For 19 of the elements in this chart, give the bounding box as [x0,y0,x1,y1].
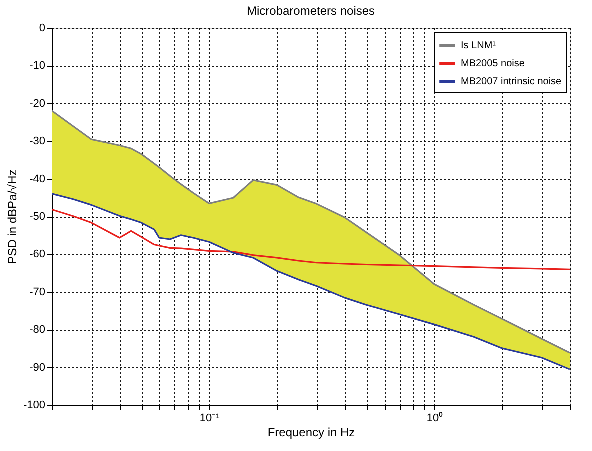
y-tick-label: -30 [30,136,46,148]
y-tick-label: -40 [30,173,46,186]
legend-label: Is LNM¹ [461,40,497,52]
y-tick-label: -100 [23,400,46,412]
y-tick-label: -90 [30,362,46,374]
x-tick-label: 10⁰ [426,412,444,424]
x-tick-label: 10⁻¹ [200,412,220,424]
y-tick-label: -10 [30,60,46,72]
legend-label: MB2007 intrinsic noise [461,76,562,88]
y-axis-title: PSD in dBPa/√Hz [5,170,20,264]
y-tick-label: -70 [30,286,46,298]
y-tick-label: -60 [30,248,46,261]
x-axis-title: Frequency in Hz [268,426,356,440]
chart-title: Microbarometers noises [246,4,376,18]
y-tick-label: -80 [30,324,46,336]
y-tick-label: -20 [30,98,46,110]
y-tick-label: 0 [39,22,46,34]
y-tick-label: -50 [30,211,46,223]
legend-label: MB2005 noise [461,58,526,70]
